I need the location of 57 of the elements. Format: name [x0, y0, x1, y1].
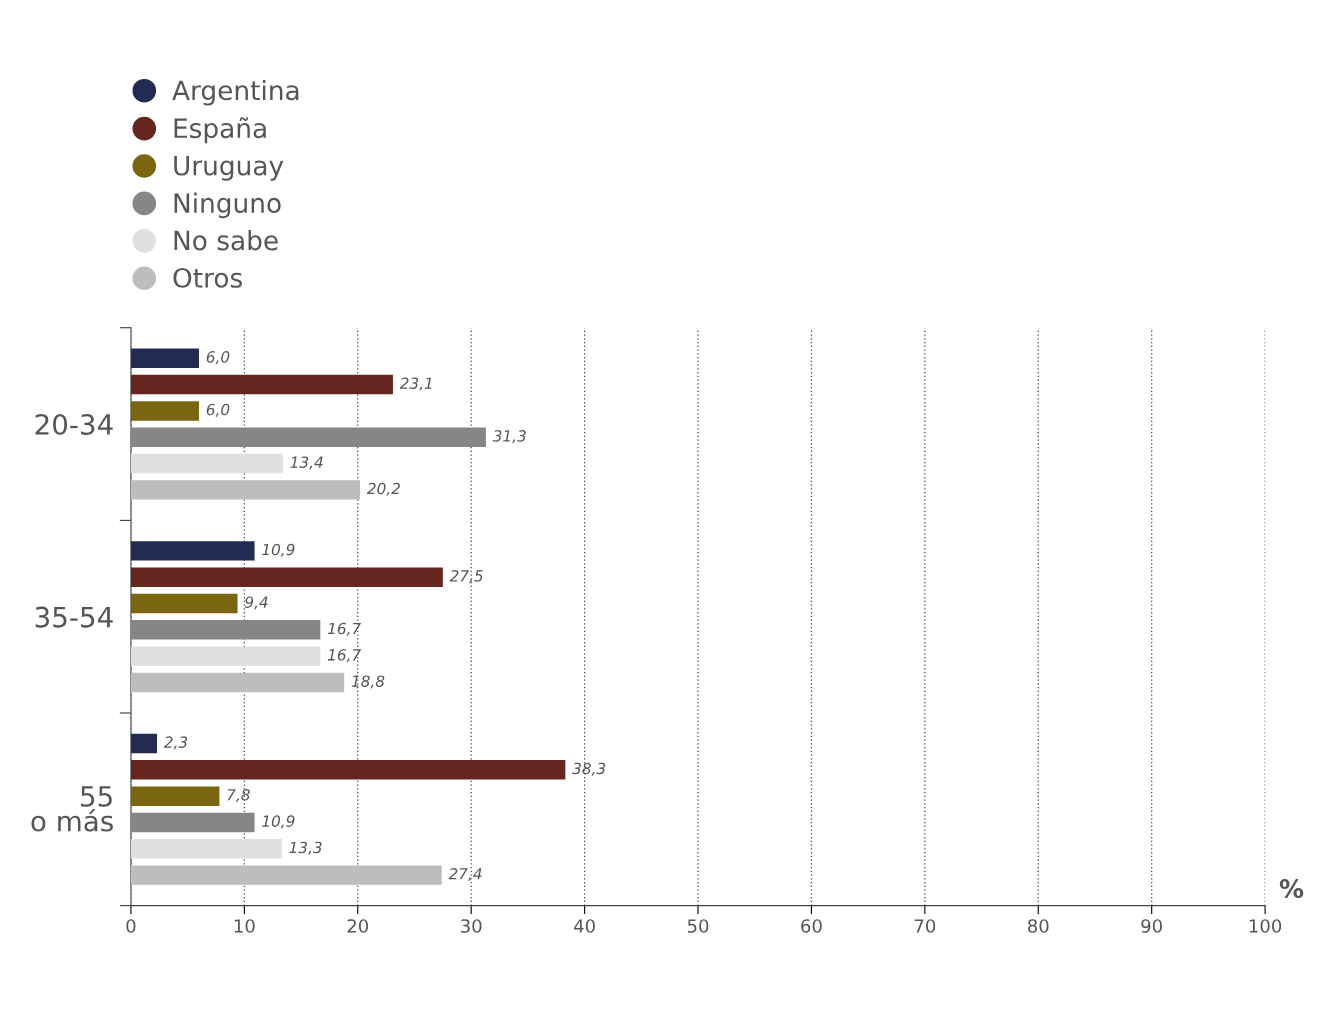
bar: [130, 453, 283, 474]
x-tick-label: 90: [1141, 919, 1162, 933]
legend-label: Uruguay: [174, 156, 284, 181]
bar: [130, 865, 442, 885]
x-tick-label: 60: [801, 919, 822, 933]
x-tick-label: 20: [347, 919, 369, 933]
data-label: 6,0: [206, 403, 230, 417]
data-label: 16,7: [327, 649, 362, 663]
x-tick-label: 30: [461, 919, 482, 933]
bar: [130, 567, 443, 587]
data-label: 16,7: [327, 622, 362, 636]
data-label: 10,9: [262, 815, 295, 829]
bar: [130, 812, 255, 833]
data-label: 31,3: [492, 430, 526, 444]
data-label: 23,1: [399, 377, 432, 391]
y-tick-label: 55 o más: [31, 786, 113, 832]
legend-label: Argentina: [172, 79, 299, 106]
legend-label: Otros: [173, 267, 242, 288]
bar: [130, 541, 255, 561]
bar: [130, 401, 199, 421]
bar: [130, 374, 393, 395]
data-label: 38,3: [572, 762, 606, 776]
data-label: 18,8: [351, 675, 385, 689]
data-label: 2,3: [163, 736, 188, 750]
bar: [130, 427, 486, 447]
bar: [130, 480, 361, 500]
data-label: 6,0: [206, 351, 230, 365]
data-label: 7,8: [227, 789, 250, 803]
bar: [130, 733, 158, 754]
legend-label: Ninguno: [174, 192, 281, 219]
data-label: 27,5: [449, 570, 483, 584]
x-tick-label: 10: [234, 919, 255, 933]
data-label: 9,4: [245, 596, 268, 610]
x-axis-title: %: [1279, 879, 1304, 899]
y-tick-label: 20-34: [35, 413, 113, 435]
data-label: 10,9: [262, 543, 295, 557]
data-label: 13,4: [290, 456, 323, 470]
data-label: 27,4: [448, 868, 482, 882]
x-tick-label: 50: [687, 919, 709, 933]
x-tick-label: 40: [574, 919, 595, 933]
bar: [130, 760, 566, 780]
x-tick-label: 0: [126, 919, 136, 933]
legend-label: España: [174, 117, 266, 144]
y-tick-label: 35-54: [35, 606, 113, 628]
x-tick-label: 70: [914, 919, 936, 933]
bar: [130, 786, 220, 806]
bar: [130, 839, 282, 859]
data-label: 13,3: [289, 841, 322, 855]
legend-label: No sabe: [174, 230, 278, 251]
data-label: 20,2: [366, 482, 400, 496]
bar: [130, 593, 238, 614]
x-tick-label: 80: [1028, 919, 1049, 933]
bar: [130, 646, 321, 666]
bar: [130, 348, 199, 368]
x-tick-label: 100: [1249, 919, 1282, 933]
bar: [130, 672, 345, 693]
bar: [130, 620, 321, 640]
